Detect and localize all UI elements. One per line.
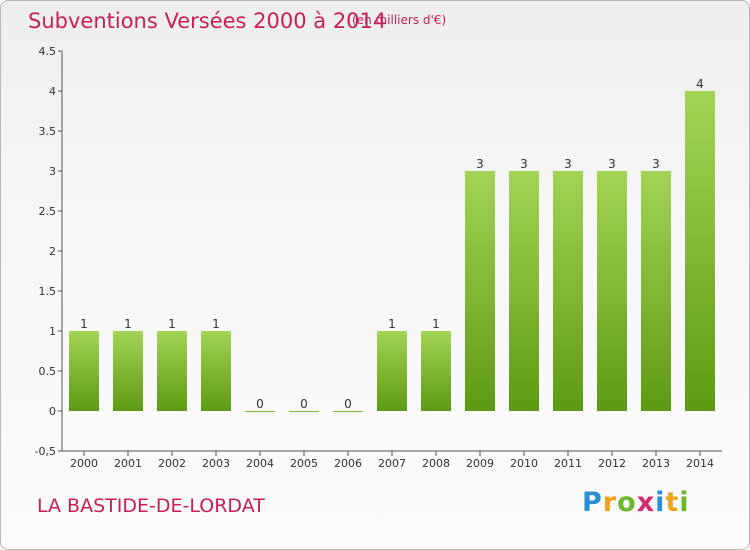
y-tick-label: 0 [49,405,56,418]
y-tick-label: 2 [49,245,56,258]
data-label: 3 [564,157,572,171]
y-tick-label: 4.5 [39,45,57,58]
proxiti-logo: Proxiti [582,487,690,518]
x-tick-label: 2013 [642,457,670,470]
bar [421,331,451,411]
data-label: 3 [476,157,484,171]
x-tick-label: 2006 [334,457,362,470]
y-tick-label: 1 [49,325,56,338]
bar [289,411,319,412]
data-label: 1 [212,317,220,331]
commune-name: LA BASTIDE-DE-LORDAT [37,495,265,517]
y-tick-label: 0.5 [39,365,57,378]
y-tick-label: -0,5 [35,445,56,458]
bar [69,331,99,411]
y-tick-label: 1.5 [39,285,57,298]
bar [333,411,363,412]
x-tick-label: 2005 [290,457,318,470]
bar [641,171,671,411]
x-tick-label: 2011 [554,457,582,470]
x-tick-label: 2001 [114,457,142,470]
data-label: 4 [696,77,704,91]
x-tick-label: 2000 [70,457,98,470]
bar [465,171,495,411]
data-label: 1 [432,317,440,331]
x-tick-label: 2003 [202,457,230,470]
x-tick-label: 2004 [246,457,274,470]
x-tick-label: 2007 [378,457,406,470]
data-label: 3 [608,157,616,171]
data-label: 1 [80,317,88,331]
logo-letter: x [636,487,656,518]
data-label: 1 [168,317,176,331]
data-label: 0 [300,397,308,411]
bar [377,331,407,411]
data-label: 3 [520,157,528,171]
x-tick-label: 2012 [598,457,626,470]
data-label: 0 [344,397,352,411]
bar [685,91,715,411]
logo-letter: r [602,487,618,518]
y-tick-label: 4 [49,85,56,98]
logo-letter: i [655,487,666,518]
data-label: 1 [388,317,396,331]
chart-title: Subventions Versées 2000 à 2014 [28,9,387,33]
x-tick-label: 2002 [158,457,186,470]
logo-letter: P [582,487,603,518]
bar [245,411,275,412]
unit-note: (en milliers d'€) [352,13,447,27]
bar [113,331,143,411]
y-tick-label: 3 [49,165,56,178]
y-tick-label: 3.5 [39,125,57,138]
x-tick-label: 2009 [466,457,494,470]
x-tick-label: 2008 [422,457,450,470]
logo-letter: t [665,487,680,518]
data-label: 0 [256,397,264,411]
y-tick-label: 2.5 [39,205,57,218]
bar [553,171,583,411]
bar [509,171,539,411]
x-tick-label: 2014 [686,457,714,470]
data-label: 1 [124,317,132,331]
bar [157,331,187,411]
bar [201,331,231,411]
data-label: 3 [652,157,660,171]
bar [597,171,627,411]
logo-letter: i [679,487,690,518]
logo-letter: o [617,487,637,518]
x-tick-label: 2010 [510,457,538,470]
